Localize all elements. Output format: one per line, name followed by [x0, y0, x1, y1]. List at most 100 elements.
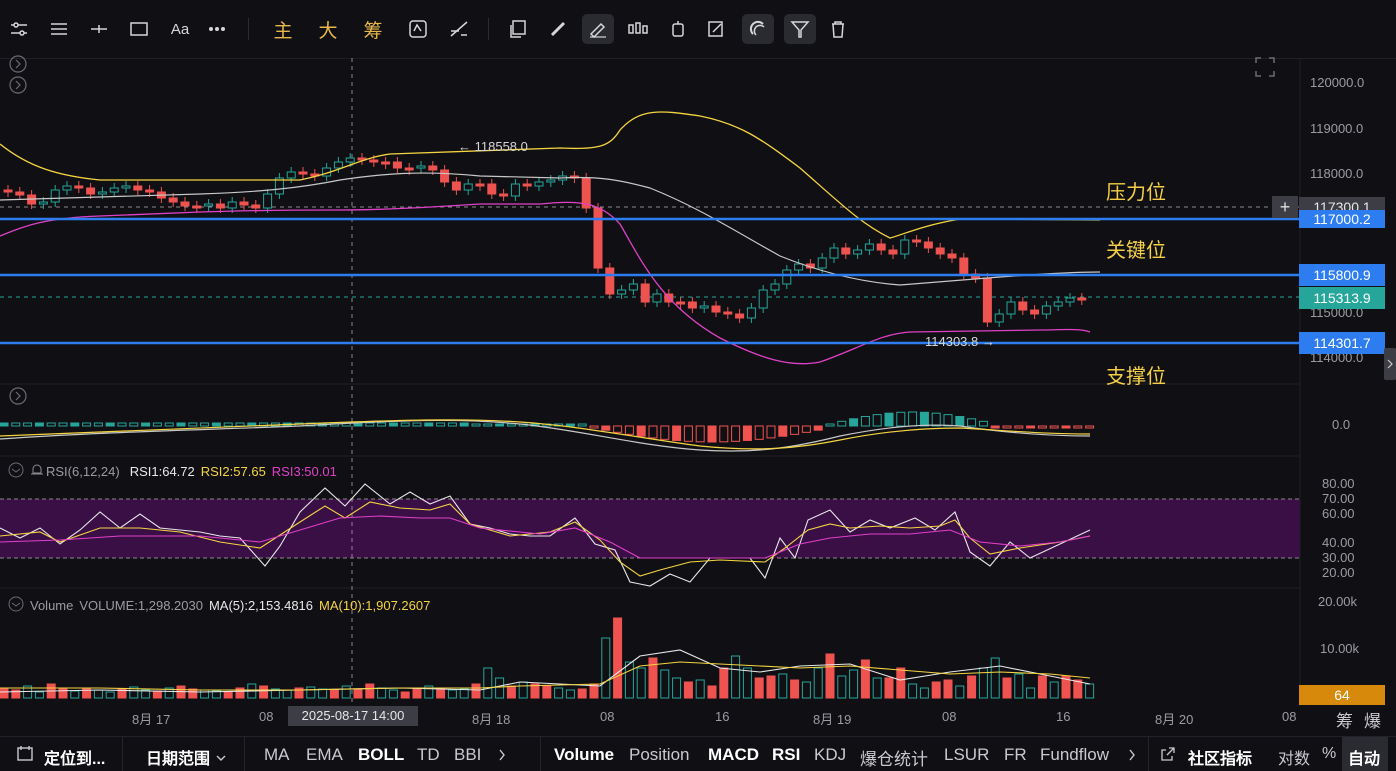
support-annotation[interactable]: 支撑位 — [1106, 366, 1166, 388]
volume-bar — [259, 685, 269, 699]
chart-canvas[interactable] — [0, 58, 1396, 730]
time-axis-tick: 16 — [1056, 709, 1071, 724]
volume-bar — [530, 683, 540, 699]
sub-indicator-lsur[interactable]: LSUR — [944, 745, 990, 764]
percent-scale-button[interactable]: % — [1322, 745, 1337, 762]
bell-icon[interactable] — [30, 463, 44, 480]
top-toolbar: Aa 主 大 筹 — [0, 0, 1396, 59]
sub-indicator-kdj[interactable]: KDJ — [814, 745, 847, 764]
trash-icon[interactable] — [826, 14, 850, 44]
sub-indicator-liquidation[interactable]: 爆仓统计 — [860, 750, 928, 769]
main-indicator-ma[interactable]: MA — [264, 745, 290, 764]
chevron-right-icon[interactable] — [1128, 748, 1136, 766]
volume-bar — [306, 686, 316, 699]
sub-indicator-volume[interactable]: Volume — [554, 745, 615, 764]
chip-distribution-button[interactable]: 筹 — [363, 20, 383, 42]
candle-body — [1018, 301, 1028, 311]
locate-icon[interactable] — [16, 745, 34, 768]
community-indicators-button[interactable]: 社区指标 — [1188, 751, 1253, 768]
support-price-label[interactable]: 114301.7 — [1299, 332, 1385, 354]
volume-bar — [1085, 683, 1095, 699]
menu-lines-icon[interactable] — [48, 14, 70, 44]
sub-indicator-fundflow[interactable]: Fundflow — [1040, 745, 1109, 764]
candle-body — [758, 289, 768, 309]
candle-body — [770, 283, 780, 291]
macd-bar — [82, 422, 92, 427]
resistance-annotation[interactable]: 压力位 — [1106, 182, 1166, 204]
candle-body — [1065, 297, 1075, 303]
trend-tool-icon[interactable] — [446, 14, 472, 44]
main-indicator-boll[interactable]: BOLL — [358, 745, 405, 764]
macd-bar — [365, 422, 375, 427]
macd-bar — [46, 422, 56, 427]
candle-body — [239, 201, 249, 206]
filter-icon[interactable] — [784, 14, 816, 44]
volume-bar — [731, 655, 741, 699]
collapse-toggle-icon[interactable] — [8, 75, 28, 95]
volume-bar — [742, 667, 752, 699]
key-annotation[interactable]: 关键位 — [1106, 240, 1166, 262]
main-indicator-bbi[interactable]: BBI — [454, 745, 482, 764]
macd-bar — [176, 422, 186, 427]
liquidation-toggle-button[interactable]: 爆 — [1364, 712, 1381, 731]
macd-bar — [483, 423, 493, 427]
volume-bar — [93, 689, 103, 699]
axis-expand-handle[interactable] — [1384, 348, 1396, 380]
draw-pen-icon[interactable] — [582, 14, 614, 44]
candles-icon[interactable] — [624, 14, 652, 44]
more-icon[interactable] — [206, 14, 228, 44]
resistance-price-label[interactable]: 117000.2 — [1299, 210, 1385, 228]
sync-icon[interactable] — [405, 14, 431, 44]
date-range-button[interactable]: 日期范围 — [146, 751, 211, 768]
main-indicator-ema[interactable]: EMA — [306, 745, 343, 764]
time-axis-tick: 8月 18 — [472, 712, 511, 727]
collapse-toggle-icon[interactable] — [8, 54, 28, 74]
macd-bar — [613, 425, 623, 433]
sub-indicator-macd[interactable]: MACD — [708, 745, 759, 764]
macd-bar — [58, 422, 68, 427]
big-order-button[interactable]: 大 — [318, 20, 338, 42]
macd-bar — [1026, 425, 1036, 429]
chevron-right-icon[interactable] — [498, 748, 506, 766]
candle-body — [959, 257, 969, 275]
volume-bar — [719, 667, 729, 699]
candle-body — [121, 185, 131, 189]
log-scale-button[interactable]: 对数 — [1278, 751, 1311, 768]
external-link-icon[interactable] — [1160, 746, 1176, 767]
main-chart-button[interactable]: 主 — [273, 20, 293, 42]
volume-bar — [82, 687, 92, 699]
candle-body — [982, 277, 992, 323]
crosshair-line-icon[interactable] — [88, 14, 110, 44]
rsi-collapse-icon[interactable] — [8, 462, 24, 481]
magnet-icon[interactable] — [742, 14, 774, 44]
fullscreen-icon[interactable] — [1254, 56, 1276, 78]
locate-to-button[interactable]: 定位到... — [44, 751, 106, 768]
candle-body — [676, 301, 686, 305]
candle-body — [546, 179, 556, 183]
alert-icon[interactable] — [666, 14, 690, 44]
macd-bar — [990, 425, 1000, 429]
chart-area[interactable]: 120000.0 119000.0 118000.0 115000.0 1140… — [0, 55, 1396, 730]
price-axis-tick: 118000.0 — [1310, 166, 1364, 181]
macd-bar — [93, 422, 103, 427]
sub-indicator-rsi[interactable]: RSI — [772, 745, 801, 764]
add-alert-plus-icon[interactable]: + — [1272, 196, 1298, 218]
text-tool-button[interactable]: Aa — [170, 20, 190, 38]
volume-bar — [943, 679, 953, 699]
collapse-toggle-icon[interactable] — [8, 386, 28, 406]
macd-bar — [943, 414, 953, 427]
macd-bar — [601, 425, 611, 431]
auto-scale-button[interactable]: 自动 — [1348, 751, 1381, 768]
sub-indicator-position[interactable]: Position — [629, 745, 690, 764]
copy-icon[interactable] — [506, 14, 530, 44]
edit-note-icon[interactable] — [704, 14, 728, 44]
settings-sliders-icon[interactable] — [8, 14, 30, 44]
chip-toggle-button[interactable]: 筹 — [1336, 712, 1353, 731]
volume-collapse-icon[interactable] — [8, 596, 24, 615]
key-price-label[interactable]: 115800.9 — [1299, 264, 1385, 286]
rectangle-icon[interactable] — [128, 14, 150, 44]
sub-indicator-fr[interactable]: FR — [1004, 745, 1027, 764]
main-indicator-td[interactable]: TD — [417, 745, 440, 764]
ruler-icon[interactable] — [546, 14, 570, 44]
volume-bar — [353, 688, 363, 699]
